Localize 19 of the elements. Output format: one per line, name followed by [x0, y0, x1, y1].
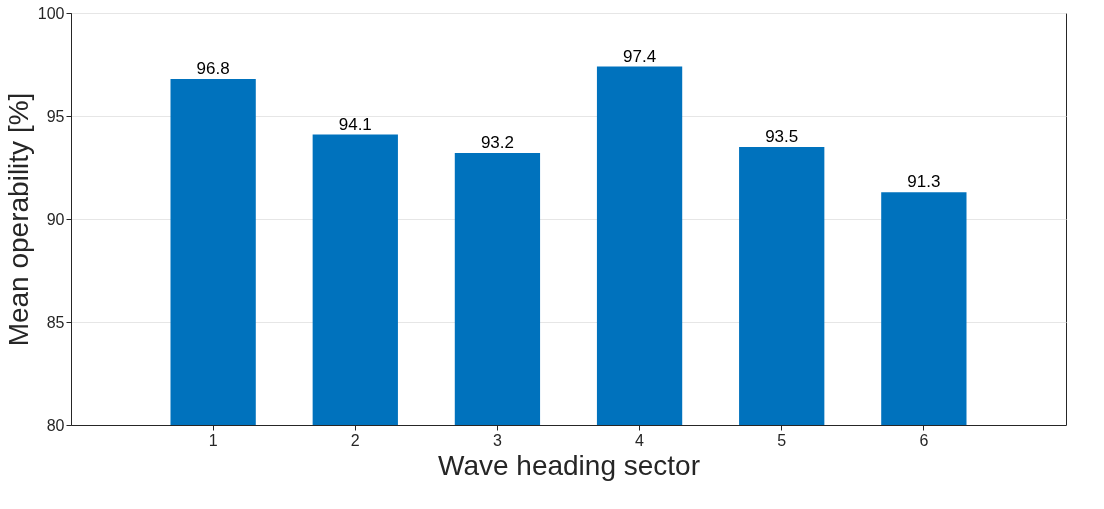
- x-tick-label: 4: [635, 431, 645, 449]
- x-tick-label: 3: [492, 431, 502, 449]
- data-label: 96.8: [196, 58, 230, 78]
- x-tick-label: 2: [350, 431, 360, 449]
- data-label: 97.4: [623, 46, 657, 66]
- data-label: 93.5: [765, 126, 799, 146]
- x-tick-label: 5: [777, 431, 787, 449]
- x-tick-label: 1: [208, 431, 218, 449]
- y-tick-label: 80: [46, 416, 65, 434]
- data-label: 94.1: [338, 114, 372, 134]
- y-axis-title: Mean operability [%]: [2, 92, 34, 347]
- data-label: 91.3: [907, 172, 941, 192]
- x-axis-title: Wave heading sector: [438, 449, 700, 481]
- y-tick-label: 85: [46, 313, 65, 331]
- y-tick-label: 95: [46, 107, 65, 125]
- x-tick-label: 6: [919, 431, 929, 449]
- y-tick-label: 100: [37, 4, 65, 22]
- y-tick-label: 90: [46, 210, 65, 228]
- data-label: 93.2: [480, 133, 514, 153]
